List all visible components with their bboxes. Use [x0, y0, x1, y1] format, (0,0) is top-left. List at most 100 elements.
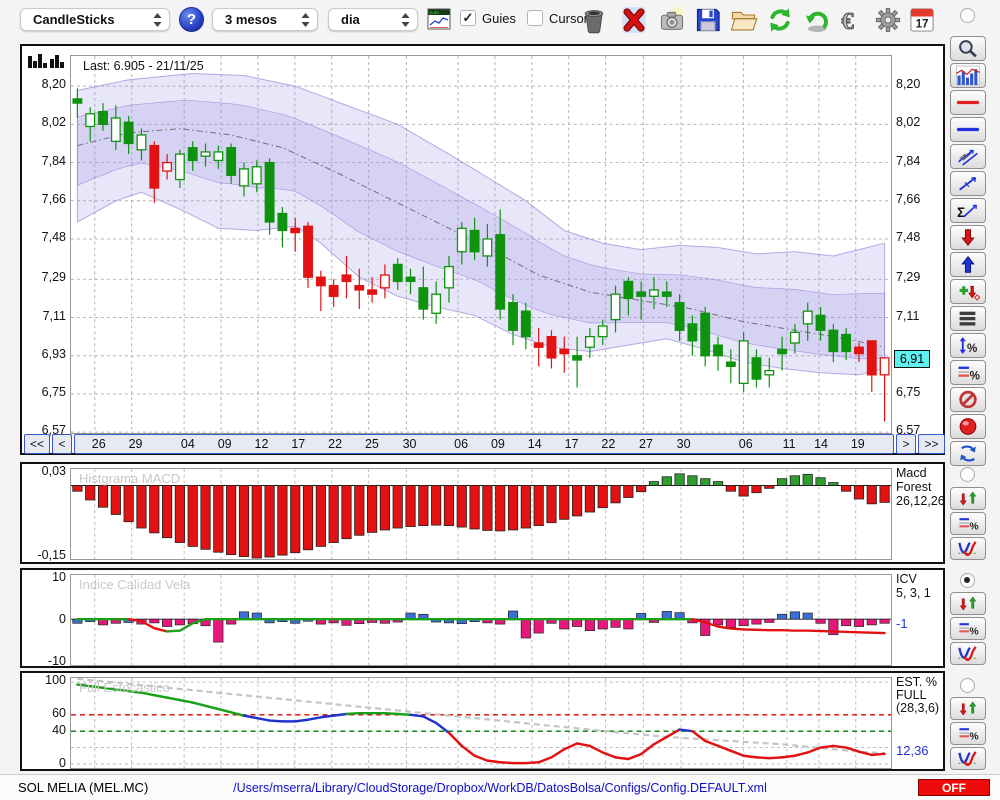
currency-button[interactable]: €	[838, 6, 866, 34]
chart-window-icon: n.nn	[427, 8, 451, 30]
macd-curves-button[interactable]	[950, 537, 986, 560]
timeframe-select[interactable]: dia	[328, 8, 418, 31]
down-up-arrows-icon	[952, 699, 984, 718]
trendline-button[interactable]	[950, 171, 986, 196]
add-signal-button[interactable]	[950, 279, 986, 304]
icv-panel: 10 0 -10 Indice Calidad Vela ICV 5, 3, 1…	[20, 568, 945, 668]
icv-arrows-button[interactable]	[950, 592, 986, 615]
icv-curves-button[interactable]	[950, 642, 986, 665]
macd-arrows-button[interactable]	[950, 487, 986, 510]
guies-checkbox[interactable]: ✓ Guies	[460, 10, 516, 26]
undo-button[interactable]	[802, 6, 830, 34]
macd-panel-radio[interactable]	[960, 467, 975, 482]
price-tick-label: 7,11	[26, 309, 66, 323]
channel-button[interactable]	[950, 144, 986, 169]
icv-current-value: -1	[896, 616, 946, 631]
icv-lines-percent-button[interactable]: %	[950, 617, 986, 640]
scroll-last-button[interactable]: >>	[918, 434, 945, 454]
candlestick-plot: Last: 6.905 - 21/11/25	[70, 55, 892, 434]
est-y-label-0: 0	[26, 756, 66, 770]
date-tick-strip[interactable]: 2629040912172225300609141722273006111419	[74, 434, 894, 454]
red-horizontal-line-icon	[952, 92, 984, 113]
date-tick-label: 26	[92, 437, 106, 451]
blue-hline-button[interactable]	[950, 117, 986, 142]
delete-button[interactable]	[620, 6, 648, 34]
est-panel-radio[interactable]	[960, 678, 975, 693]
price-tick-label: 6,93	[26, 347, 66, 361]
icv-y-label-10: 10	[26, 570, 66, 584]
disable-button[interactable]	[950, 387, 986, 412]
off-toggle[interactable]: OFF	[918, 779, 990, 796]
price-tick-label: 7,66	[896, 192, 920, 206]
toolbar: CandleSticks ? 3 mesos dia n.nn ✓ Guies …	[0, 0, 1000, 38]
est-arrows-button[interactable]	[950, 697, 986, 720]
indicator-chart-button[interactable]	[950, 63, 986, 88]
date-tick-label: 27	[639, 437, 653, 451]
svg-text:17: 17	[916, 18, 929, 31]
candlestick-chart	[71, 56, 891, 433]
status-bar: SOL MELIA (MEL.MC) /Users/mserra/Library…	[0, 774, 1000, 800]
measure-vertical-percent-button[interactable]: %	[950, 333, 986, 358]
current-price-badge: 6,91	[894, 350, 930, 368]
arrow-down-button[interactable]	[950, 225, 986, 250]
scroll-first-button[interactable]: <<	[24, 434, 50, 454]
blue-horizontal-line-icon	[952, 119, 984, 140]
icv-right-label-1: ICV	[896, 572, 946, 586]
chevron-updown-icon	[400, 12, 411, 28]
svg-text:%: %	[967, 343, 977, 355]
swap-button[interactable]	[950, 441, 986, 466]
checkbox-unchecked-icon	[527, 10, 543, 26]
cursor-checkbox[interactable]: Cursor	[527, 10, 588, 26]
scroll-next-button[interactable]: >	[896, 434, 916, 454]
main-panel-radio[interactable]	[960, 8, 975, 23]
sigma-trendline-button[interactable]: Σ	[950, 198, 986, 223]
channel-lines-icon	[952, 146, 984, 167]
chart-window-button[interactable]: n.nn	[427, 8, 451, 30]
snapshot-button[interactable]	[658, 6, 686, 34]
price-tick-label: 8,02	[896, 115, 920, 129]
est-lines-percent-button[interactable]: %	[950, 722, 986, 745]
macd-lines-percent-button[interactable]: %	[950, 512, 986, 535]
horizontal-bars-icon	[952, 308, 984, 329]
down-up-arrows-icon	[952, 489, 984, 508]
stochastic-title: Full Estocastico	[79, 680, 170, 695]
forbidden-icon	[952, 389, 984, 410]
arrow-up-button[interactable]	[950, 252, 986, 277]
lines-percent-button[interactable]: %	[950, 360, 986, 385]
icv-y-label-0: 0	[26, 612, 66, 626]
date-tick-label: 06	[454, 437, 468, 451]
date-tick-label: 12	[255, 437, 269, 451]
open-button[interactable]	[730, 6, 758, 34]
record-button[interactable]	[950, 414, 986, 439]
date-tick-label: 17	[291, 437, 305, 451]
calendar-button[interactable]: 17	[908, 6, 936, 34]
scroll-prev-button[interactable]: <	[52, 434, 72, 454]
svg-text:%: %	[969, 522, 978, 533]
refresh-button[interactable]	[766, 6, 794, 34]
period-select[interactable]: 3 mesos	[212, 8, 318, 31]
svg-text:%: %	[969, 627, 978, 638]
blue-up-arrow-icon	[952, 254, 984, 275]
lines-percent-icon: %	[952, 362, 984, 383]
settings-button[interactable]	[874, 6, 902, 34]
macd-plot: Histgrama MACD	[70, 468, 892, 560]
est-curves-button[interactable]	[950, 747, 986, 770]
help-button[interactable]: ?	[179, 7, 204, 32]
lines-percent-icon: %	[952, 514, 984, 533]
zoom-button[interactable]	[950, 36, 986, 61]
chart-type-select[interactable]: CandleSticks	[20, 8, 170, 31]
red-hline-button[interactable]	[950, 90, 986, 115]
macd-right-label-2: Forest	[896, 480, 946, 494]
est-right-label-3: (28,3,6)	[896, 701, 946, 715]
date-tick-label: 29	[129, 437, 143, 451]
levels-button[interactable]	[950, 306, 986, 331]
icv-panel-radio[interactable]	[960, 573, 975, 588]
gear-icon	[874, 6, 902, 34]
est-current-value: 12,36	[896, 743, 946, 758]
floppy-disk-icon	[694, 6, 722, 34]
trash-button[interactable]	[580, 6, 608, 34]
macd-y-bottom-label: -0,15	[26, 548, 66, 562]
red-down-arrow-icon	[952, 227, 984, 248]
save-button[interactable]	[694, 6, 722, 34]
price-tick-label: 8,02	[26, 115, 66, 129]
